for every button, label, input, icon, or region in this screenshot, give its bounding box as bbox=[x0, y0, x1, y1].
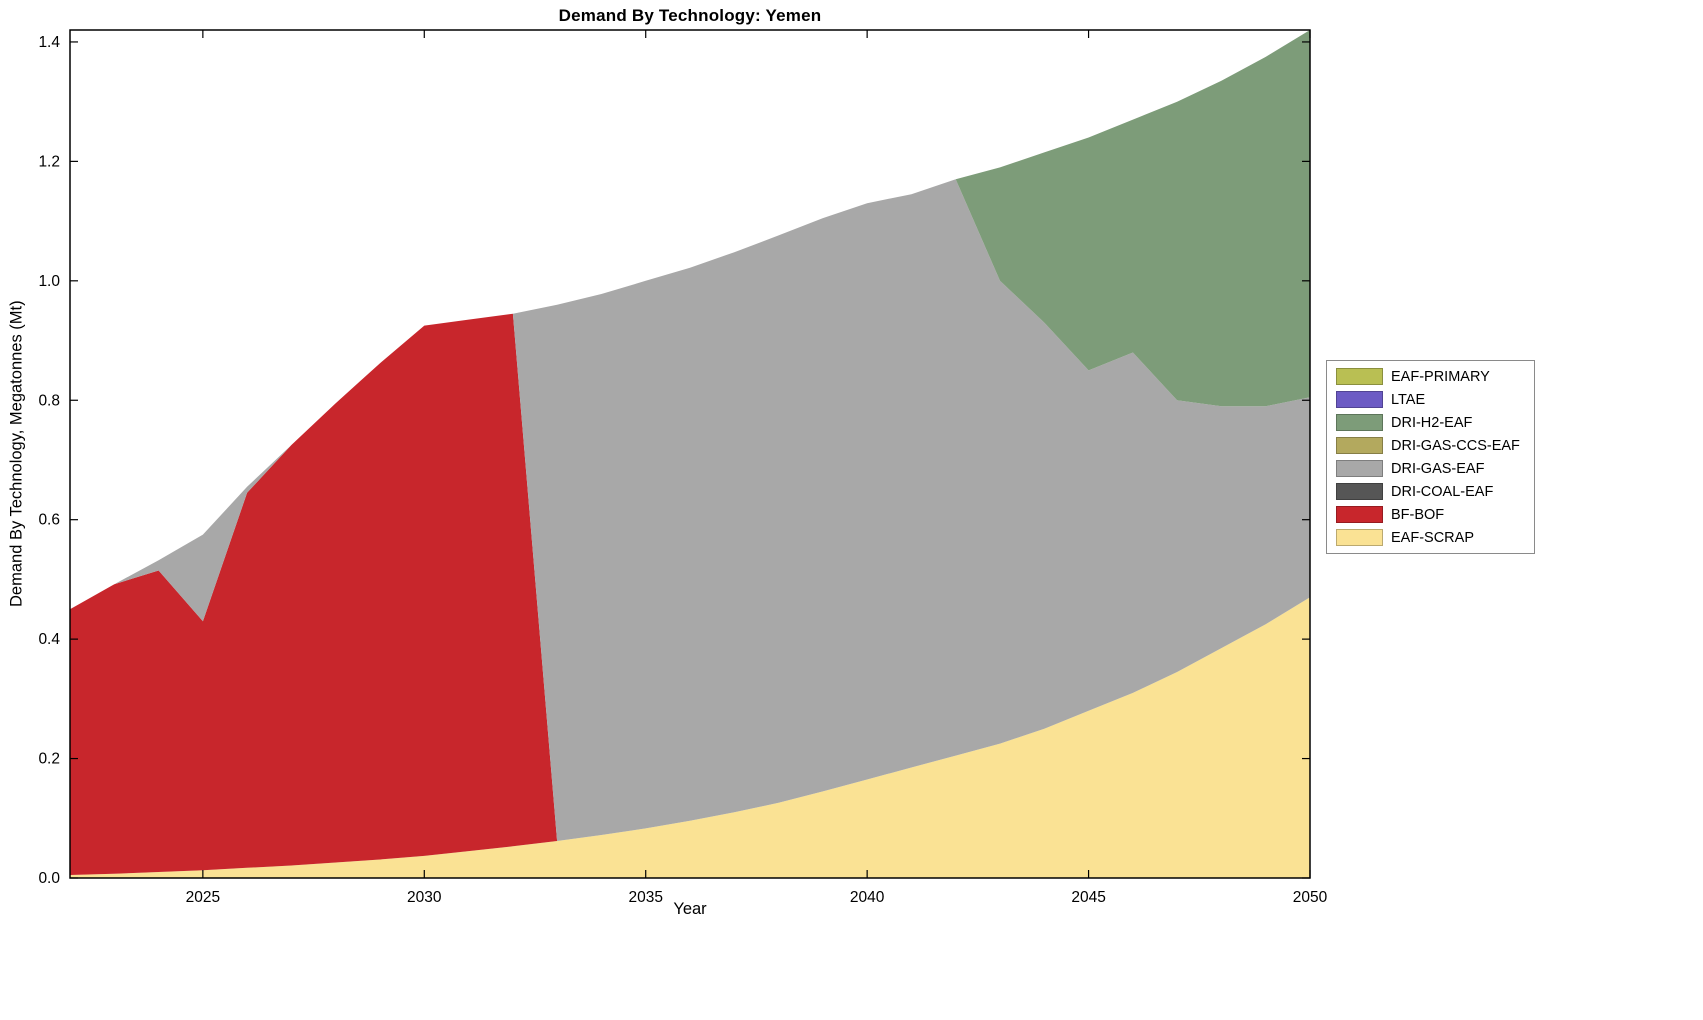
area-eaf-scrap bbox=[70, 597, 1310, 878]
chart-title: Demand By Technology: Yemen bbox=[558, 6, 822, 25]
legend-label: DRI-H2-EAF bbox=[1391, 414, 1473, 431]
legend-label: BF-BOF bbox=[1391, 506, 1445, 523]
y-tick-label: 0.4 bbox=[38, 631, 60, 648]
legend-label: DRI-COAL-EAF bbox=[1391, 483, 1494, 500]
y-tick-label: 0.6 bbox=[38, 512, 60, 529]
legend-item-eaf-scrap: EAF-SCRAP bbox=[1336, 529, 1520, 546]
legend-item-dri-h2-eaf: DRI-H2-EAF bbox=[1336, 414, 1520, 431]
legend-swatch-dri-h2-eaf bbox=[1336, 414, 1383, 431]
area-dri-gas-eaf bbox=[70, 179, 1310, 842]
legend-swatch-eaf-primary bbox=[1336, 368, 1383, 385]
x-axis-label: Year bbox=[673, 900, 707, 918]
legend-label: DRI-GAS-CCS-EAF bbox=[1391, 437, 1520, 454]
legend-label: DRI-GAS-EAF bbox=[1391, 460, 1485, 477]
x-tick-label: 2050 bbox=[1293, 889, 1328, 906]
x-tick-label: 2040 bbox=[850, 889, 885, 906]
legend-swatch-ltae bbox=[1336, 391, 1383, 408]
y-axis-label: Demand By Technology, Megatonnes (Mt) bbox=[7, 300, 26, 608]
legend-item-dri-gas-eaf: DRI-GAS-EAF bbox=[1336, 460, 1520, 477]
x-tick-label: 2025 bbox=[186, 889, 220, 906]
axes-box bbox=[69, 29, 1311, 879]
y-tick-label: 0.2 bbox=[38, 751, 60, 768]
legend-label: LTAE bbox=[1391, 391, 1426, 408]
legend-label: EAF-SCRAP bbox=[1391, 529, 1474, 546]
area-bf-bof bbox=[70, 313, 1310, 875]
legend-label: EAF-PRIMARY bbox=[1391, 368, 1490, 385]
y-tick-label: 1.2 bbox=[38, 153, 60, 170]
legend-swatch-dri-gas-ccs-eaf bbox=[1336, 437, 1383, 454]
legend-item-dri-gas-ccs-eaf: DRI-GAS-CCS-EAF bbox=[1336, 437, 1520, 454]
area-series-group bbox=[70, 30, 1310, 878]
y-tick-label: 0.0 bbox=[38, 870, 60, 887]
legend-swatch-eaf-scrap bbox=[1336, 529, 1383, 546]
y-tick-label: 0.8 bbox=[38, 392, 60, 409]
legend-swatch-bf-bof bbox=[1336, 506, 1383, 523]
x-tick-label: 2035 bbox=[628, 889, 662, 906]
legend: EAF-PRIMARY LTAE DRI-H2-EAF DRI-GAS-CCS-EAF… bbox=[1326, 360, 1535, 554]
y-tick-label: 1.4 bbox=[38, 34, 60, 51]
legend-item-ltae: LTAE bbox=[1336, 391, 1520, 408]
legend-swatch-dri-coal-eaf bbox=[1336, 483, 1383, 500]
x-tick-label: 2045 bbox=[1071, 889, 1105, 906]
legend-swatch-dri-gas-eaf bbox=[1336, 460, 1383, 477]
legend-item-eaf-primary: EAF-PRIMARY bbox=[1336, 368, 1520, 385]
y-tick-label: 1.0 bbox=[38, 273, 60, 290]
x-tick-label: 2030 bbox=[407, 889, 442, 906]
area-dri-h2-eaf bbox=[70, 30, 1310, 610]
legend-item-dri-coal-eaf: DRI-COAL-EAF bbox=[1336, 483, 1520, 500]
legend-item-bf-bof: BF-BOF bbox=[1336, 506, 1520, 523]
